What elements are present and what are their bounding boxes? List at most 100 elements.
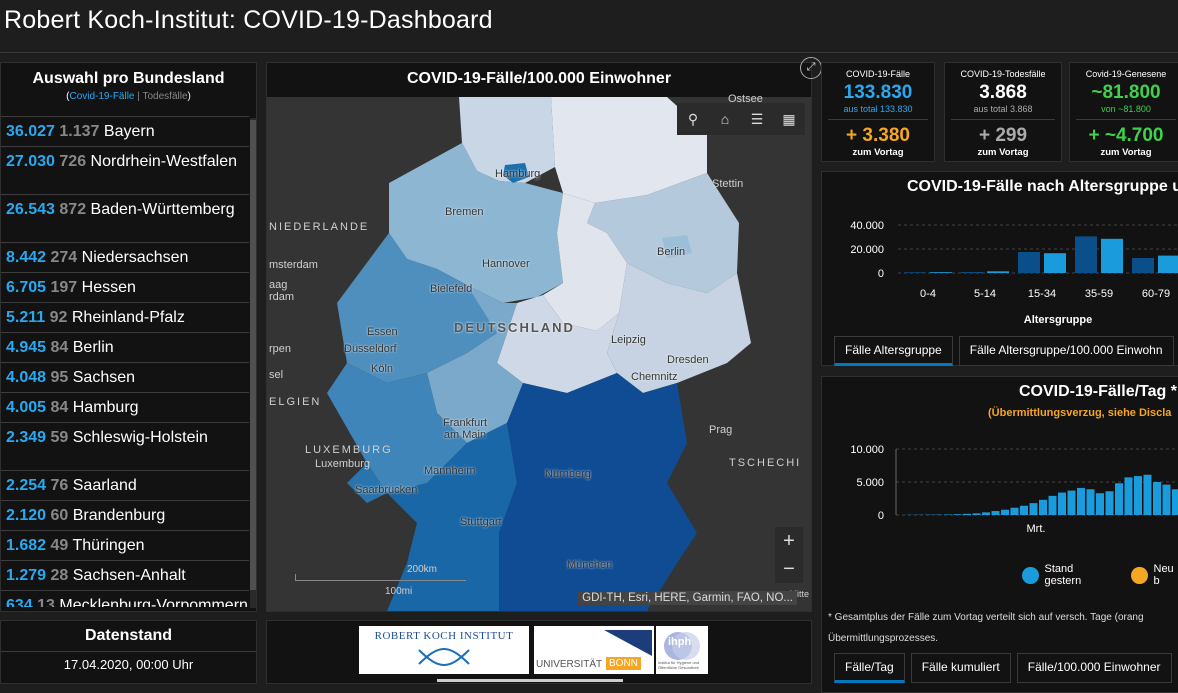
daily-bar[interactable]: [1077, 488, 1085, 515]
age-bar[interactable]: [1075, 236, 1097, 273]
state-row[interactable]: 2.349 59 Schleswig-Holstein: [1, 423, 249, 471]
qr-grid-icon[interactable]: ▦: [773, 103, 805, 135]
daily-bar[interactable]: [1144, 475, 1152, 515]
toggle-cases[interactable]: Covid-19-Fälle: [69, 91, 134, 102]
state-deaths: 84: [51, 399, 69, 416]
daily-bar[interactable]: [973, 513, 981, 515]
state-row[interactable]: 27.030 726 Nordrhein-Westfalen: [1, 147, 249, 195]
state-row[interactable]: 634 13 Mecklenburg-Vorpommern: [1, 591, 249, 607]
state-name: Rheinland-Pfalz: [72, 309, 185, 326]
card-value: 133.830: [822, 82, 934, 104]
zoom-in-button[interactable]: +: [775, 527, 803, 555]
state-row[interactable]: 2.254 76 Saarland: [1, 471, 249, 501]
daily-bar[interactable]: [1096, 493, 1104, 515]
daily-bar[interactable]: [1039, 500, 1047, 515]
map-toolbar: ⚲ ⌂ ☰ ▦: [677, 103, 805, 135]
age-bar[interactable]: [1044, 253, 1066, 273]
rki-logo[interactable]: ROBERT KOCH INSTITUT: [359, 626, 529, 674]
daily-bar[interactable]: [992, 511, 1000, 515]
daily-bar[interactable]: [1011, 508, 1019, 515]
germany-map[interactable]: [267, 63, 811, 611]
cases-deaths-toggle[interactable]: (Covid-19-Fälle | Todesfälle): [1, 91, 256, 102]
city-label: Leipzig: [611, 334, 646, 346]
state-row[interactable]: 8.442 274 Niedersachsen: [1, 243, 249, 273]
home-icon[interactable]: ⌂: [709, 103, 741, 135]
daily-bar[interactable]: [1020, 506, 1028, 515]
logo-carousel-indicator[interactable]: [437, 679, 623, 682]
city-label: msterdam: [269, 259, 318, 271]
tab-faelle-kumuliert[interactable]: Fälle kumuliert: [911, 653, 1011, 683]
state-name: Bayern: [104, 123, 155, 140]
city-label: rpen: [269, 343, 291, 355]
state-row[interactable]: 4.005 84 Hamburg: [1, 393, 249, 423]
city-label: Dresden: [667, 354, 709, 366]
state-row[interactable]: 4.048 95 Sachsen: [1, 363, 249, 393]
tab-faelle-altersgruppe-100k[interactable]: Fälle Altersgruppe/100.000 Einwohn: [959, 336, 1174, 366]
daily-bar[interactable]: [1106, 491, 1114, 515]
daily-bar[interactable]: [1087, 489, 1095, 515]
map-title: COVID-19-Fälle/100.000 Einwohner: [267, 70, 811, 88]
age-bar[interactable]: [987, 271, 1009, 273]
state-row[interactable]: 1.279 28 Sachsen-Anhalt: [1, 561, 249, 591]
daily-bar[interactable]: [1049, 496, 1057, 515]
state-deaths: 59: [51, 429, 69, 446]
daily-bar[interactable]: [963, 514, 971, 515]
states-scrollbar[interactable]: [250, 118, 256, 608]
age-bar[interactable]: [904, 272, 926, 273]
daily-bar[interactable]: [1125, 477, 1133, 515]
zoom-out-button[interactable]: −: [775, 555, 803, 583]
state-deaths: 95: [51, 369, 69, 386]
y-tick-label: 0: [878, 268, 884, 280]
state-row[interactable]: 4.945 84 Berlin: [1, 333, 249, 363]
uni-bonn-logo[interactable]: UNIVERSITÄT BONN: [534, 626, 654, 674]
daily-bar[interactable]: [1163, 485, 1171, 515]
daily-bar[interactable]: [1115, 483, 1123, 515]
daily-bar[interactable]: [1172, 489, 1178, 515]
age-bar[interactable]: [1018, 252, 1040, 273]
daily-bar[interactable]: [1153, 482, 1161, 515]
ihph-logo[interactable]: ihph Institut für Hygiene und Öffentlich…: [656, 626, 708, 674]
state-name: Sachsen: [73, 369, 135, 386]
daily-bar[interactable]: [1001, 510, 1009, 515]
state-name: Berlin: [73, 339, 114, 356]
state-name: Niedersachsen: [82, 249, 189, 266]
daily-bar[interactable]: [1068, 491, 1076, 515]
age-bar[interactable]: [961, 272, 983, 273]
state-row[interactable]: 1.682 49 Thüringen: [1, 531, 249, 561]
daily-bar[interactable]: [1030, 503, 1038, 515]
daily-bar[interactable]: [1058, 493, 1066, 515]
age-bar[interactable]: [1101, 239, 1123, 273]
search-icon[interactable]: ⚲: [677, 103, 709, 135]
state-row[interactable]: 2.120 60 Brandenburg: [1, 501, 249, 531]
age-bar[interactable]: [1132, 258, 1154, 273]
daily-bar[interactable]: [1134, 476, 1142, 515]
toggle-deaths[interactable]: Todesfälle: [143, 91, 188, 102]
daily-bar[interactable]: [944, 514, 952, 515]
scrollbar-thumb[interactable]: [250, 120, 256, 590]
state-row[interactable]: 26.543 872 Baden-Württemberg: [1, 195, 249, 243]
daily-bar[interactable]: [982, 512, 990, 515]
list-icon[interactable]: ☰: [741, 103, 773, 135]
region-bayern: [499, 373, 697, 611]
tab-faelle-tag[interactable]: Fälle/Tag: [834, 653, 905, 683]
tab-faelle-100k[interactable]: Fälle/100.000 Einwohner: [1017, 653, 1172, 683]
age-bar[interactable]: [930, 272, 952, 273]
x-tick-label: Mrt.: [1027, 523, 1046, 535]
state-name: Mecklenburg-Vorpommern: [59, 597, 248, 607]
daily-bar[interactable]: [954, 514, 962, 515]
card-vortag: zum Vortag: [1070, 147, 1178, 158]
age-bar[interactable]: [1158, 256, 1178, 273]
state-name: Saarland: [73, 477, 137, 494]
tab-faelle-altersgruppe[interactable]: Fälle Altersgruppe: [834, 336, 953, 366]
city-label: sel: [269, 369, 283, 381]
state-row[interactable]: 5.211 92 Rheinland-Pfalz: [1, 303, 249, 333]
states-panel: Auswahl pro Bundesland (Covid-19-Fälle |…: [0, 62, 257, 612]
state-row[interactable]: 6.705 197 Hessen: [1, 273, 249, 303]
map-panel[interactable]: COVID-19-Fälle/100.000 Einwohner Hamb: [266, 62, 812, 612]
state-row[interactable]: 36.027 1.137 Bayern: [1, 117, 249, 147]
